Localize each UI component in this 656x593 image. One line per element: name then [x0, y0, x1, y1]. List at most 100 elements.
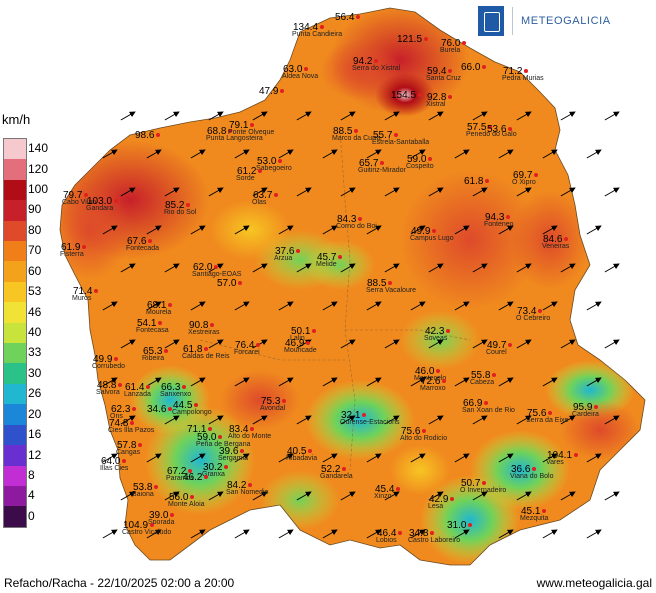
station-marker[interactable]: 88.5 Marco da Curra — [332, 126, 381, 142]
station-marker[interactable]: 56.0 Monte Aloia — [168, 492, 205, 508]
station-marker[interactable]: 69.7 O Xipro — [512, 170, 539, 186]
station-marker[interactable]: 59.0 Cospeito — [406, 154, 434, 170]
station-marker[interactable]: 84.6 Veneiras — [542, 234, 569, 250]
station-marker[interactable]: 50.7 O Invernadeiro — [460, 478, 506, 494]
station-marker[interactable]: 68.1 Mourela — [146, 300, 173, 316]
station-marker[interactable]: 57.5 Penedo do Galo — [466, 122, 517, 138]
station-marker[interactable]: 98.6 — [134, 130, 161, 141]
station-marker[interactable]: 71.2 Pedra Murias — [502, 66, 544, 82]
station-marker[interactable]: 94.2 Serra do Xistral — [352, 56, 400, 72]
station-marker[interactable]: 84.3 Corno do Boi — [336, 214, 377, 230]
station-marker[interactable]: 36.6 Viana do Bolo — [510, 464, 553, 480]
station-marker[interactable]: 88.5 Serra Vacaloure — [366, 278, 416, 294]
station-marker[interactable]: 61.9 Fisterra — [60, 242, 87, 258]
station-marker[interactable]: 68.8 Punta Langosteira — [206, 126, 263, 142]
footer-website-link[interactable]: www.meteogalicia.gal — [536, 576, 652, 590]
station-gust-value: 62.3 — [111, 404, 131, 415]
station-marker[interactable]: 79.1 Ponte Olveque — [228, 120, 274, 136]
station-marker[interactable]: 95.9 Cardeira — [572, 402, 599, 418]
station-marker[interactable]: 59.0 Peña de Bergana — [196, 432, 251, 448]
station-marker[interactable]: 62.0 Santiago-EOAS — [192, 262, 241, 278]
station-marker[interactable]: 53.8 Baiona — [132, 482, 159, 498]
station-marker[interactable]: 83.4 Alto do Monte — [228, 424, 271, 440]
station-marker[interactable]: 71.4 Muros — [72, 286, 99, 302]
station-marker[interactable]: 79.7 Cabo Vilan — [62, 190, 96, 206]
station-marker[interactable]: 104.1 Vares — [546, 450, 579, 466]
station-marker[interactable]: 75.3 Avondal — [260, 396, 287, 412]
station-marker[interactable]: 55.7 Estrela-Santaballa — [372, 130, 429, 146]
station-marker[interactable]: 121.5 — [396, 34, 429, 45]
station-marker[interactable]: 61.8 Caldas de Reis — [182, 344, 229, 360]
station-marker[interactable]: 47.9 — [258, 86, 285, 97]
station-marker[interactable]: 37.6 Arzua — [274, 246, 301, 262]
station-marker[interactable]: 34.8 Castro Laboreiro — [408, 528, 460, 544]
station-marker[interactable]: 55.8 Cabeza — [470, 370, 497, 386]
station-marker[interactable]: 54.1 Fontecasa — [136, 318, 169, 334]
station-marker[interactable]: 45.7 Melide — [316, 252, 343, 268]
station-marker[interactable]: 39.6 Sergamia — [218, 446, 248, 462]
station-marker[interactable]: 74.8 Cies Illa Pazos — [108, 418, 154, 434]
meteogalicia-logo[interactable]: METEOGALICIA — [478, 6, 611, 36]
station-marker[interactable]: 65.7 Guitiriz-Mirador — [358, 158, 406, 174]
station-marker[interactable]: 30.2 Granxa — [202, 462, 229, 478]
legend-swatch — [4, 465, 26, 486]
station-marker[interactable]: 46.9 Mouricade — [284, 338, 317, 354]
station-marker[interactable]: 57.8 Cangas — [116, 440, 143, 456]
station-marker[interactable]: 75.6 Alto do Rodicio — [400, 426, 447, 442]
station-marker[interactable]: 63.7 Olas — [252, 190, 279, 206]
station-marker[interactable]: 134.4 Punta Candieira — [292, 22, 342, 38]
station-marker[interactable]: 64.0 Illas Cies — [100, 456, 128, 472]
station-marker[interactable]: 53.6 — [486, 124, 513, 135]
station-marker[interactable]: 90.8 Xestreiras — [188, 320, 220, 336]
station-marker[interactable]: 49.9 Corrubedo — [92, 354, 125, 370]
station-marker[interactable]: 34.6 — [146, 404, 173, 415]
station-marker[interactable]: 85.2 Rio do Sol — [164, 200, 196, 216]
station-marker[interactable]: 46.0 Montecelo — [414, 366, 446, 382]
station-marker[interactable]: 75.6 Serra da Eixe — [526, 408, 568, 424]
station-marker[interactable]: 66.0 — [460, 62, 487, 73]
station-marker[interactable]: 94.3 Fonteneo — [484, 212, 514, 228]
station-marker[interactable]: 39.0 Sporada — [148, 510, 175, 526]
station-marker[interactable]: 103.0 Gandara — [86, 196, 119, 212]
station-marker[interactable]: 59.4 Santa Cruz — [426, 66, 461, 82]
station-marker[interactable]: 92.8 Xistral — [426, 92, 453, 108]
station-marker[interactable]: 49.7 Courel — [486, 340, 513, 356]
station-marker[interactable]: 45.1 Mezquita — [520, 506, 548, 522]
station-marker[interactable]: 32.1 Ourense-Estacions — [340, 410, 400, 426]
station-marker[interactable]: 154.5 — [390, 90, 423, 101]
station-marker[interactable]: 61.8 — [463, 176, 490, 187]
station-marker[interactable]: 44.5 Campolongo — [172, 400, 212, 416]
station-marker[interactable]: 66.3 Sanxenxo — [160, 382, 191, 398]
station-marker[interactable]: 49.9 Campus Lugo — [410, 226, 454, 242]
station-marker[interactable]: 42.3 Soveas — [424, 326, 451, 342]
station-marker[interactable]: 61.2 Sorde — [236, 166, 263, 182]
station-marker[interactable]: 67.2 Paramos — [166, 466, 194, 482]
station-marker[interactable]: 57.0 — [216, 278, 243, 289]
station-marker[interactable]: 76.4 Forcarei — [234, 340, 261, 356]
station-marker[interactable]: 65.3 Ribeira — [142, 346, 169, 362]
station-marker[interactable]: 46.4 Lobios — [376, 528, 403, 544]
station-marker[interactable]: 76.0 Burela — [440, 38, 467, 54]
station-marker[interactable]: 66.9 San Xoan de Rio — [462, 398, 515, 414]
station-marker[interactable]: 45.4 Xinzo — [374, 484, 401, 500]
station-marker[interactable]: 104.9 Castro Vicaludo — [122, 520, 171, 536]
station-marker[interactable]: 61.4 Lanzada — [124, 382, 151, 398]
station-marker[interactable]: 63.0 Aldea Nova — [282, 64, 318, 80]
station-marker[interactable]: 46.2 — [182, 472, 209, 483]
station-marker[interactable]: 67.6 Fontecada — [126, 236, 159, 252]
station-marker[interactable]: 71.1 — [186, 424, 213, 435]
station-marker[interactable]: 56.4 — [334, 12, 361, 23]
station-marker[interactable]: 73.4 O Cebreiro — [516, 306, 550, 322]
station-marker[interactable]: 48.8 Salvora — [96, 380, 123, 396]
station-marker[interactable]: 84.2 San Nomedio — [226, 480, 268, 496]
station-marker[interactable]: 62.3 Ons — [110, 404, 137, 420]
station-marker[interactable]: 52.2 Gandarela — [320, 464, 353, 480]
station-marker[interactable]: 50.1 Lalin — [290, 326, 317, 342]
station-marker[interactable]: 31.0 — [446, 520, 473, 531]
station-marker[interactable]: 42.9 Lesa — [428, 494, 455, 510]
wind-arrow — [296, 111, 312, 121]
station-marker[interactable]: 40.5 Ribadavia — [286, 446, 317, 462]
station-marker[interactable]: 72.6 Marroxo — [420, 376, 447, 392]
station-marker[interactable]: 53.0 Sabegoeiro — [256, 156, 292, 172]
